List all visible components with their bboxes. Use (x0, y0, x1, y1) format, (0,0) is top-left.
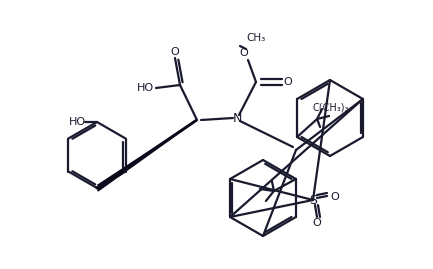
Text: HO: HO (68, 117, 86, 127)
Text: O: O (284, 77, 292, 87)
Text: O: O (171, 47, 179, 57)
Text: CH₃: CH₃ (246, 33, 265, 43)
Text: O: O (313, 218, 321, 228)
Text: S: S (309, 193, 317, 207)
Text: C(CH₃)₃: C(CH₃)₃ (313, 102, 349, 112)
Text: N: N (233, 111, 242, 125)
Text: HO: HO (136, 83, 154, 93)
Text: O: O (331, 192, 339, 202)
Polygon shape (98, 120, 197, 191)
Text: O: O (239, 48, 249, 58)
